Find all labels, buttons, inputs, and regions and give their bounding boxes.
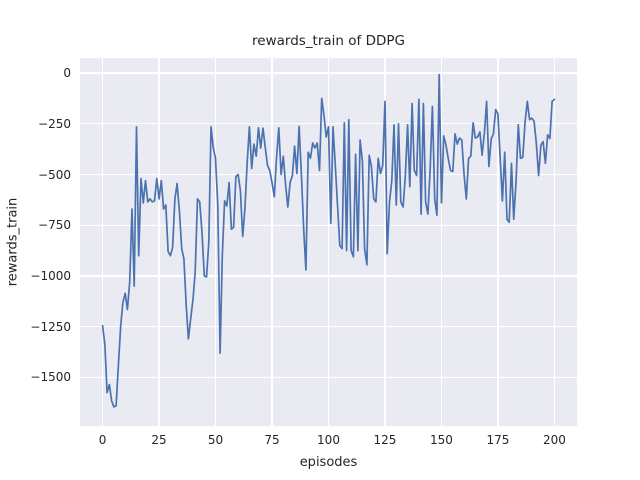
x-axis-label: episodes [299, 455, 358, 470]
x-gridline [158, 58, 160, 426]
x-gridline [214, 58, 217, 426]
x-tick-label: 100 [317, 433, 340, 447]
x-gridline [384, 58, 386, 426]
x-tick-label: 0 [98, 433, 107, 447]
y-tick-label: −1000 [30, 268, 71, 283]
x-tick-label: 175 [486, 433, 510, 447]
reward-line [101, 73, 556, 408]
y-axis-label: rewards_train [5, 197, 21, 287]
x-tick-label: 125 [373, 433, 397, 447]
x-tick-label: 200 [542, 433, 566, 447]
y-tick-label: −500 [38, 167, 71, 182]
x-gridline [553, 58, 555, 426]
y-tick-label: −1250 [30, 319, 71, 334]
plot-area [80, 58, 577, 426]
chart-title: rewards_train of DDPG [252, 33, 405, 49]
reward-line-svg [101, 73, 556, 408]
x-tick-label: 150 [430, 433, 453, 447]
y-tick-label: −250 [38, 116, 71, 131]
x-gridline [271, 58, 273, 426]
x-tick-label: 75 [264, 433, 280, 447]
x-tick-label: 50 [207, 433, 224, 447]
x-gridline [497, 58, 499, 426]
x-tick-label: 25 [151, 433, 167, 447]
y-tick-label: −750 [38, 218, 71, 233]
x-gridline [327, 58, 330, 426]
y-tick-label: 0 [63, 66, 71, 81]
y-tick-label: −1500 [30, 370, 71, 385]
x-gridline [101, 58, 104, 426]
x-gridline [440, 58, 443, 426]
